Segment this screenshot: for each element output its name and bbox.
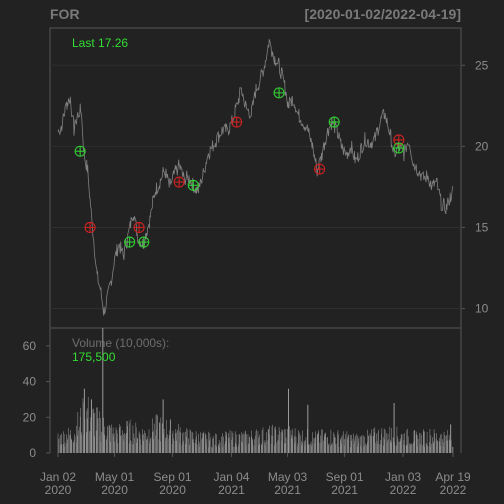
x-tick-label: May 03 — [268, 470, 308, 484]
sell-signal-marker — [314, 163, 326, 175]
x-tick-year: 2021 — [218, 483, 245, 497]
sell-signal-marker — [173, 176, 185, 188]
signal-markers — [74, 87, 405, 248]
buy-signal-marker — [74, 145, 86, 157]
x-tick-label: Jan 03 — [385, 470, 421, 484]
x-tick-label: Sep 01 — [154, 470, 192, 484]
buy-signal-marker — [124, 236, 136, 248]
price-axis: 10 15 20 25 — [461, 58, 489, 316]
x-tick-year: 2020 — [159, 483, 186, 497]
x-tick-label: Jan 02 — [40, 470, 76, 484]
x-tick-year: 2021 — [331, 483, 358, 497]
price-tick-label: 20 — [475, 139, 489, 153]
chart-title: FOR — [50, 6, 80, 22]
x-tick-label: May 01 — [95, 470, 135, 484]
volume-bars — [57, 328, 454, 453]
last-price-label: Last 17.26 — [72, 36, 128, 50]
sell-signal-marker — [231, 116, 243, 128]
buy-signal-marker — [187, 179, 199, 191]
x-tick-label: Sep 01 — [326, 470, 364, 484]
buy-signal-marker — [393, 142, 405, 154]
x-tick-label: Jan 04 — [213, 470, 249, 484]
x-tick-year: 2021 — [274, 483, 301, 497]
price-tick-label: 10 — [475, 302, 489, 316]
volume-label: Volume (10,000s): — [72, 336, 169, 350]
volume-tick-label: 20 — [23, 410, 37, 424]
volume-axis: 0 20 40 60 — [23, 339, 50, 460]
volume-tick-label: 60 — [23, 339, 37, 353]
x-tick-year: 2020 — [101, 483, 128, 497]
sell-signal-marker — [84, 221, 96, 234]
x-tick-year: 2022 — [390, 483, 417, 497]
volume-tick-label: 0 — [29, 446, 36, 460]
sell-signal-marker — [133, 221, 145, 234]
price-panel — [49, 27, 462, 329]
price-gridlines — [50, 64, 461, 310]
date-range: [2020-01-02/2022-04-19] — [305, 6, 461, 22]
volume-tick-label: 40 — [23, 375, 37, 389]
buy-signal-marker — [273, 87, 285, 99]
price-tick-label: 25 — [475, 58, 489, 72]
price-tick-label: 15 — [475, 220, 489, 234]
buy-signal-marker — [138, 236, 150, 248]
buy-signal-marker — [328, 116, 340, 128]
x-tick-year: 2022 — [440, 483, 467, 497]
x-tick-year: 2020 — [45, 483, 72, 497]
x-tick-label: Apr 19 — [435, 470, 471, 484]
price-series-line — [57, 38, 454, 316]
volume-last-value: 175,500 — [72, 350, 116, 364]
